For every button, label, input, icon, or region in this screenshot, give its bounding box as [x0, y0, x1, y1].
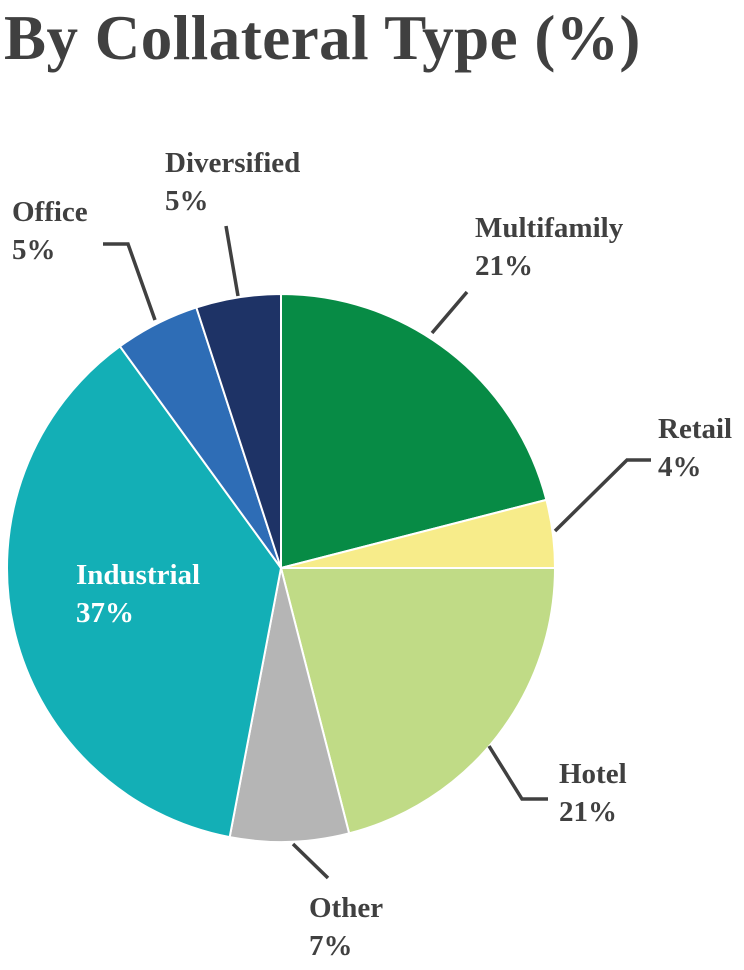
pie-slice-other [228, 567, 351, 843]
leader-lines [103, 225, 651, 880]
leader-line-multifamily [430, 290, 469, 335]
leader-line-office [103, 242, 157, 321]
leader-line-hotel [487, 745, 548, 801]
pie-slice-multifamily [280, 292, 548, 570]
slice-label-multifamily: Multifamily [475, 212, 624, 244]
slice-labels: Multifamily 21% Retail 4% Hotel 21% Other 7% Ind… [12, 147, 732, 962]
slice-label-hotel: Hotel [559, 758, 627, 790]
slice-label-office: Office [12, 196, 88, 228]
slice-value-multifamily: 21% [475, 250, 533, 282]
slice-label-diversified: Diversified [165, 147, 300, 179]
leader-line-other [291, 842, 330, 880]
slice-value-other: 7% [309, 930, 353, 962]
leader-line-retail [553, 458, 651, 533]
slice-value-office: 5% [12, 234, 56, 266]
slice-label-other: Other [309, 892, 383, 924]
slice-value-industrial: 37% [76, 597, 134, 629]
leader-line-diversified [224, 225, 240, 297]
pie-slices [6, 292, 557, 843]
slice-value-retail: 4% [658, 451, 702, 483]
chart-title: By Collateral Type (%) [4, 3, 641, 73]
slice-value-diversified: 5% [165, 185, 209, 217]
slice-label-industrial: Industrial [76, 559, 200, 591]
pie-slice-hotel [279, 567, 557, 835]
slice-value-hotel: 21% [559, 796, 617, 828]
slice-label-retail: Retail [658, 413, 732, 445]
pie-slice-diversified [195, 292, 282, 569]
pie-slice-industrial [6, 344, 283, 839]
